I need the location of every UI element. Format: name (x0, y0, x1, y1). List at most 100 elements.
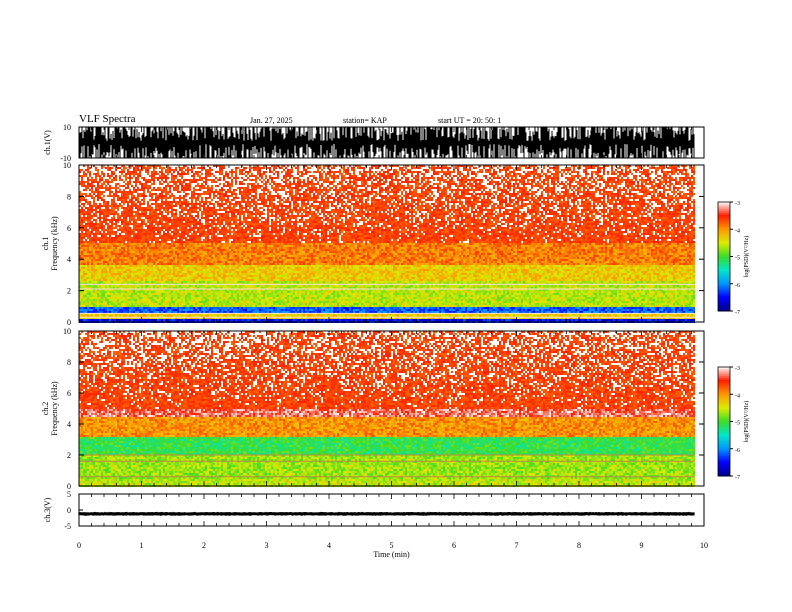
ch1-spectrogram-cell (409, 171, 411, 173)
ch1-spectrogram-cell (347, 173, 349, 175)
ch1-spectrogram-cell (133, 169, 135, 171)
ch1-spectrogram-cell (217, 171, 219, 173)
ch1-spectrogram-cell (469, 169, 471, 171)
ch1-spectrogram-cell (677, 169, 679, 171)
ch1-spectrogram-cell (621, 171, 623, 173)
ch1-spectrogram-cell (481, 169, 483, 171)
ch1-spectrogram-cell (619, 173, 621, 175)
ch1-spectrogram-cell (401, 171, 403, 173)
ch1-spectrogram-cell (647, 173, 649, 175)
ch1-spectrogram-cell (657, 167, 659, 169)
ch1-spectrogram-cell (85, 175, 87, 177)
ch1-spectrogram-cell (611, 167, 613, 169)
ch1-spectrogram-cell (191, 171, 193, 173)
ch1-spectrogram-cell (603, 173, 605, 175)
ch1-spectrogram-cell (419, 167, 421, 169)
ch1-spectrogram-cell (163, 173, 165, 175)
ch1-spectrogram-cell (641, 173, 643, 175)
ch1-spectrogram-cell (169, 167, 171, 169)
ch1-spectrogram-cell (403, 173, 405, 175)
ch1-spectrogram-cell (405, 171, 407, 173)
ch1-spectrogram-cell (229, 171, 231, 173)
ch1-spectrogram-cell (569, 169, 571, 171)
ch1-spectrogram-cell (303, 173, 305, 175)
ch1-spectrogram-cell (151, 171, 153, 173)
ch1-spectrogram-cell (417, 167, 419, 169)
ch1-spectrogram-cell (569, 173, 571, 175)
ch1-spectrogram-cell (83, 171, 85, 173)
ch1-spectrogram-cell (187, 171, 189, 173)
ch1-spectrogram-cell (101, 167, 103, 169)
ch1-spectrogram-cell (201, 173, 203, 175)
ch1-spectrogram-cell (153, 171, 155, 173)
ch1-spectrogram-cell (129, 173, 131, 175)
ch1-spectrogram-cell (641, 171, 643, 173)
ch1-spectrogram-cell (161, 167, 163, 169)
ch1-spectrogram-cell (673, 173, 675, 175)
ch1-spectrogram-cell (411, 173, 413, 175)
ch1-spectrogram-cell (107, 167, 109, 169)
ch1-spectrogram-cell (135, 169, 137, 171)
ch1-spectrogram-cell (557, 173, 559, 175)
ch1-spectrogram-cell (587, 173, 589, 175)
ch1-spectrogram-cell (175, 169, 177, 171)
ch1-spectrogram-cell (425, 171, 427, 173)
ch1-spectrogram-cell (493, 173, 495, 175)
ch1-spectrogram-cell (339, 173, 341, 175)
ch1-spectrogram-cell (485, 171, 487, 173)
ch1-spectrogram-cell (219, 171, 221, 173)
ch1-spectrogram-cell (425, 169, 427, 171)
ch1-spectrogram-cell (239, 169, 241, 171)
ch1-spectrogram-cell (161, 169, 163, 171)
ch1-spectrogram-cell (565, 173, 567, 175)
ch1-spectrogram-cell (371, 171, 373, 173)
ch1-spectrogram-cell (379, 173, 381, 175)
ch1-spectrogram-cell (209, 171, 211, 173)
ch1-spectrogram-cell (635, 169, 637, 171)
ch1-spectrogram-cell (147, 169, 149, 171)
ch1-spectrogram-cell (445, 173, 447, 175)
ch1-spectrogram-cell (103, 173, 105, 175)
ch1-spectrogram-cell (251, 167, 253, 169)
ch1-spectrogram-cell (667, 171, 669, 173)
ch1-spectrogram-cell (681, 173, 683, 175)
ch1-spectrogram-cell (433, 173, 435, 175)
ch1-spectrogram-cell (393, 169, 395, 171)
ch1-spectrogram-cell (483, 167, 485, 169)
ch1-spectrogram-cell (375, 167, 377, 169)
ch1-spectrogram-cell (475, 173, 477, 175)
ch1-spectrogram-cell (137, 167, 139, 169)
ch1-spectrogram-cell (601, 167, 603, 169)
ch1-spectrogram-cell (153, 169, 155, 171)
ch1-spectrogram-cell (289, 173, 291, 175)
ch1-spectrogram-cell (339, 169, 341, 171)
ch1-spectrogram-cell (613, 173, 615, 175)
ch1-spectrogram-cell (89, 175, 91, 177)
ch1-spectrogram-cell (489, 173, 491, 175)
ch1-spectrogram-cell (209, 173, 211, 175)
ch1-spectrogram-cell (127, 171, 129, 173)
ch1-spectrogram-cell (111, 167, 113, 169)
ch1-spectrogram-cell (169, 169, 171, 171)
ch1-spectrogram-cell (437, 171, 439, 173)
ch1-spectrogram-cell (127, 169, 129, 171)
ch1-spectrogram-cell (259, 169, 261, 171)
ch1-spectrogram-cell (643, 173, 645, 175)
ch1-spectrogram-cell (97, 171, 99, 173)
ch1-spectrogram-cell (465, 169, 467, 171)
ch1-spectrogram-cell (223, 167, 225, 169)
ch1-spectrogram-cell (673, 169, 675, 171)
ch1-spectrogram-cell (443, 171, 445, 173)
ch1-spectrogram-cell (449, 171, 451, 173)
ch1-spectrogram-cell (511, 171, 513, 173)
ch1-spectrogram-cell (145, 171, 147, 173)
ch1-spectrogram-cell (89, 167, 91, 169)
ch1-spectrogram-cell (207, 169, 209, 171)
ch1-spectrogram-cell (321, 169, 323, 171)
ch1-spectrogram-cell (511, 167, 513, 169)
ch1-spectrogram-cell (273, 173, 275, 175)
ch1-spectrogram-cell (497, 167, 499, 169)
ch1-spectrogram-cell (643, 171, 645, 173)
ch1-spectrogram-cell (87, 169, 89, 171)
ch1-spectrogram-cell (669, 167, 671, 169)
